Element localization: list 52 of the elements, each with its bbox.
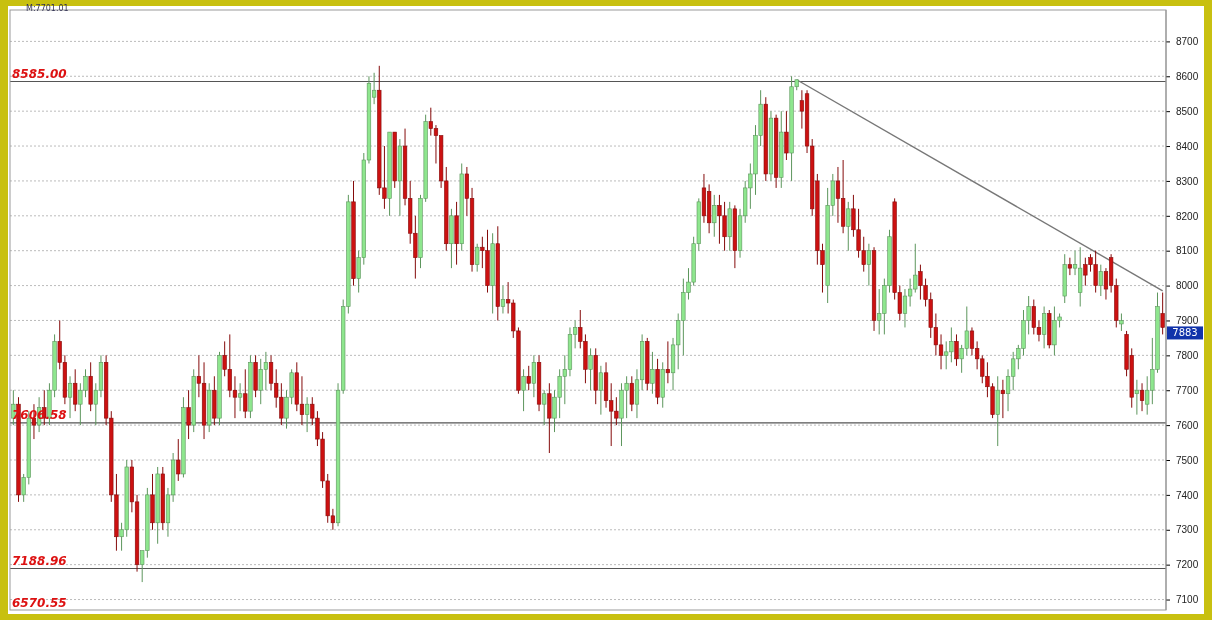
candlestick xyxy=(1134,379,1139,416)
candlestick xyxy=(1160,292,1165,335)
candlestick xyxy=(712,194,717,238)
y-tick-label: 7500 xyxy=(1176,454,1199,466)
y-tick-label: 8600 xyxy=(1176,70,1199,82)
candlestick xyxy=(243,368,248,419)
candlestick xyxy=(598,365,603,416)
candlestick xyxy=(186,389,191,440)
ref-line-label: 8585.00 xyxy=(12,66,67,81)
candlestick xyxy=(176,438,181,482)
candlestick xyxy=(846,201,851,252)
candlestick xyxy=(588,347,593,391)
candlestick xyxy=(650,351,655,395)
candlestick xyxy=(1098,264,1103,297)
y-tick-label: 7800 xyxy=(1176,350,1199,362)
candlestick xyxy=(526,365,531,391)
y-tick-label: 8700 xyxy=(1176,36,1199,48)
y-tick-label: 7300 xyxy=(1176,524,1199,536)
y-tick-label: 8200 xyxy=(1176,210,1199,222)
candlestick xyxy=(1042,306,1047,349)
y-tick-label: 8500 xyxy=(1176,105,1199,117)
y-tick-label: 7900 xyxy=(1176,315,1199,327)
candlestick xyxy=(238,382,243,412)
candlestick xyxy=(784,110,789,161)
candlestick xyxy=(531,354,536,398)
y-tick-label: 8400 xyxy=(1176,140,1199,152)
candlestick xyxy=(542,389,547,426)
candlestick xyxy=(521,368,526,412)
candlestick xyxy=(665,340,670,384)
candlestick xyxy=(67,375,73,419)
candlestick xyxy=(500,285,506,314)
candlestick xyxy=(954,333,959,367)
y-tick-label: 8300 xyxy=(1176,175,1199,187)
y-tick-label: 7600 xyxy=(1176,419,1199,431)
y-tick-label: 7400 xyxy=(1176,489,1199,501)
candlestick xyxy=(1139,382,1145,412)
y-tick-label: 7700 xyxy=(1176,384,1199,396)
ref-line-label: 7188.96 xyxy=(12,553,67,568)
annotation: 6570.55 xyxy=(12,596,67,610)
candlestick xyxy=(866,243,871,287)
y-tick-label: 8000 xyxy=(1176,280,1199,292)
y-tick-label: 7200 xyxy=(1176,559,1199,571)
candlestick xyxy=(73,368,78,412)
y-tick-label: 8100 xyxy=(1176,245,1199,257)
candlestick xyxy=(305,396,310,433)
candlestick xyxy=(1067,257,1072,276)
candlestick xyxy=(1000,379,1005,419)
text: 7883 xyxy=(1172,327,1198,339)
candlestick xyxy=(475,243,480,273)
candlestick xyxy=(629,375,634,412)
annotation: M:7701.01 xyxy=(26,4,69,13)
y-tick-label: 7100 xyxy=(1176,594,1199,606)
